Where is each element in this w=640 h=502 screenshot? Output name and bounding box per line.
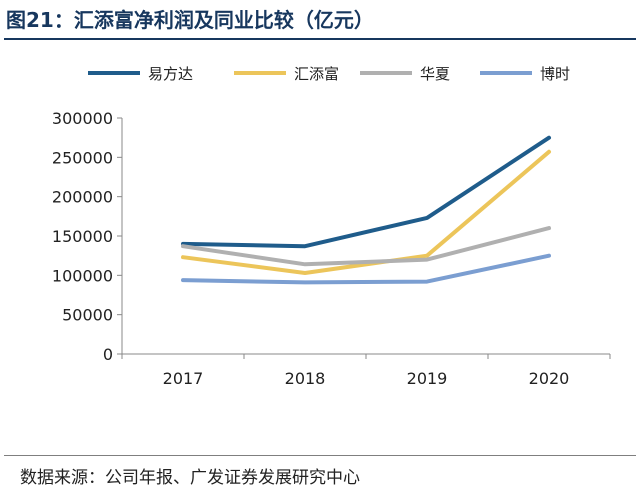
legend-label-boshi: 博时: [540, 64, 571, 83]
y-tick-label: 0: [103, 345, 113, 364]
y-tick-label: 100000: [52, 266, 113, 285]
x-tick-label: 2020: [529, 369, 570, 388]
series-line-2: [181, 226, 551, 267]
legend-item-boshi: 博时: [480, 58, 570, 88]
legend-swatch-boshi: [480, 71, 532, 75]
x-tick-label: 2017: [163, 369, 204, 388]
y-tick-label: 200000: [52, 188, 113, 207]
legend-item-yifangda: 易方达: [88, 58, 193, 88]
chart-legend: 易方达 汇添富 华夏 博时: [88, 58, 628, 88]
legend-item-huitianfu: 汇添富: [234, 58, 339, 88]
legend-label-yifangda: 易方达: [148, 64, 194, 83]
series-line-1: [181, 149, 551, 275]
series-line-3: [181, 253, 551, 285]
y-tick-label: 50000: [62, 306, 113, 325]
line-chart: 300000 250000 200000 150000 100000 50000 0 2017…: [52, 109, 611, 388]
legend-label-huitianfu: 汇添富: [294, 64, 340, 83]
legend-swatch-yifangda: [88, 71, 140, 75]
legend-swatch-huaxia: [360, 71, 412, 75]
figure-title: 图21：汇添富净利润及同业比较（亿元）: [6, 8, 374, 32]
y-tick-label: 250000: [52, 148, 113, 167]
y-tick-label: 150000: [52, 227, 113, 246]
x-tick-label: 2019: [407, 369, 448, 388]
series-line-0: [181, 135, 551, 249]
legend-swatch-huitianfu: [234, 71, 286, 75]
title-divider: [4, 38, 636, 40]
x-tick-label: 2018: [285, 369, 326, 388]
source-divider: [4, 455, 636, 456]
legend-item-huaxia: 华夏: [360, 58, 450, 88]
data-source-note: 数据来源：公司年报、广发证券发展研究中心: [20, 468, 360, 488]
legend-label-huaxia: 华夏: [420, 64, 451, 83]
y-tick-label: 300000: [52, 109, 113, 128]
